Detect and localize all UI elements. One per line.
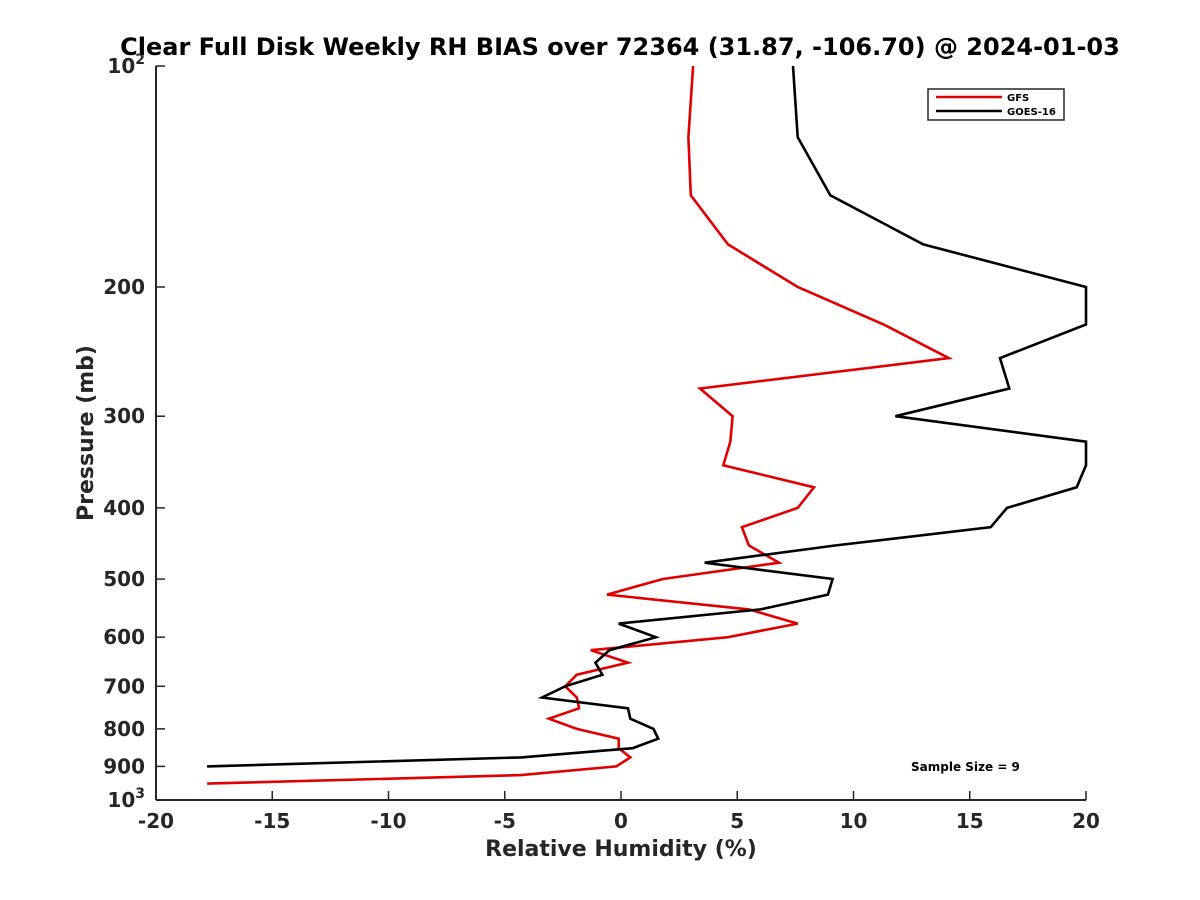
- x-tick-label: 15: [956, 809, 984, 833]
- x-ticks: -20 -15 -10 -5 0 5 10 15 20: [138, 791, 1100, 833]
- y-tick-label: 400: [103, 496, 145, 520]
- legend-box: [927, 88, 1065, 121]
- legend: GFS GOES-16: [927, 88, 1065, 121]
- y-tick-label: 102: [107, 52, 145, 78]
- series-layer: [207, 65, 1088, 785]
- y-tick-label: 800: [103, 717, 145, 741]
- y-axis-label: Pressure (mb): [74, 345, 99, 521]
- x-tick-label: 20: [1072, 809, 1100, 833]
- y-tick-label: 600: [103, 625, 145, 649]
- legend-label-goes16: GOES-16: [1007, 107, 1056, 118]
- y-tick-label: 300: [103, 404, 145, 428]
- y-tick-label: 900: [103, 754, 145, 778]
- x-tick-label: 5: [730, 809, 744, 833]
- x-tick-label: -5: [494, 809, 516, 833]
- x-tick-label: -10: [370, 809, 406, 833]
- x-tick-label: -15: [254, 809, 290, 833]
- legend-label-gfs: GFS: [1007, 93, 1029, 104]
- y-tick-label: 700: [103, 674, 145, 698]
- chart-title: Clear Full Disk Weekly RH BIAS over 7236…: [120, 33, 1120, 61]
- y-tick-label: 500: [103, 567, 145, 591]
- x-tick-label: 0: [614, 809, 628, 833]
- series-line-gfs: [207, 65, 954, 785]
- series-line-goes16: [207, 65, 1088, 768]
- x-tick-label: -20: [138, 809, 174, 833]
- x-tick-label: 10: [840, 809, 868, 833]
- plot-area: -20 -15 -10 -5 0 5 10 15 20 102 200 300 400 500 600 70…: [103, 52, 1100, 833]
- sample-size-annotation: Sample Size = 9: [911, 760, 1020, 774]
- y-tick-label: 200: [103, 275, 145, 299]
- x-axis-label: Relative Humidity (%): [485, 837, 757, 862]
